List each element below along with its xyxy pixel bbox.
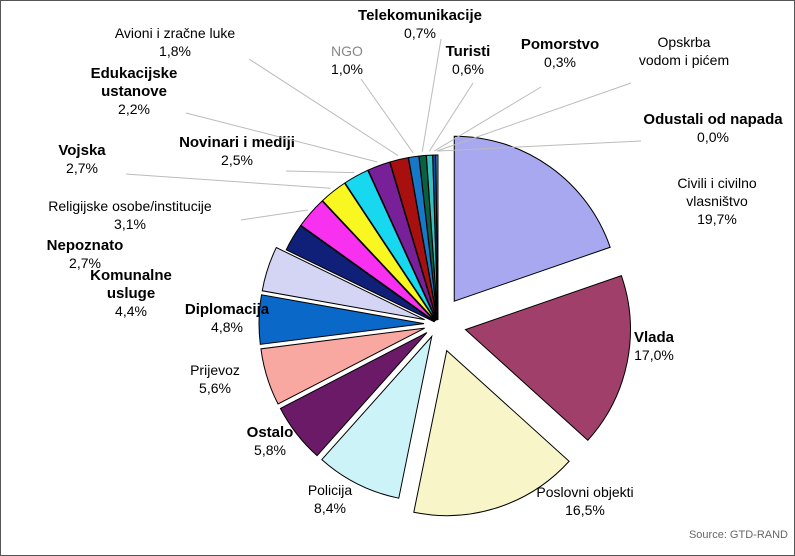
slice-label-pomorstvo: Pomorstvo 0,3% — [521, 36, 599, 70]
leader-line-religijske-osobe-institucije — [240, 209, 308, 221]
leader-line-vojska — [125, 173, 331, 189]
slice-label-novinari-i-mediji: Novinari i mediji 2,5% — [179, 134, 295, 168]
slice-label-religijske-osobe-institucije: Religijske osobe/institucije 3,1% — [48, 198, 212, 232]
slice-value-ostalo: 5,8% — [254, 442, 286, 458]
slice-value-vojska: 2,7% — [66, 160, 98, 176]
slice-label-prijevoz: Prijevoz 5,6% — [190, 362, 240, 396]
leader-line-opskrba-vodom-i-picem — [436, 82, 632, 152]
pie-slice-vlada — [464, 275, 631, 441]
pie-slice-novinari-i-mediji — [344, 169, 437, 321]
slice-label-komunalne-usluge: Komunalne usluge 4,4% — [90, 267, 172, 319]
leader-line-turisti — [428, 82, 474, 152]
slice-value-nepoznato: 2,7% — [69, 255, 101, 271]
slice-value-pomorstvo: 0,3% — [544, 54, 576, 70]
slice-value-religijske-osobe-institucije: 3,1% — [114, 216, 146, 232]
slice-value-telekomunikacije: 0,7% — [404, 25, 436, 41]
pie-slice-edukacijske-ustanove — [367, 161, 438, 321]
leader-line-edukacijske-ustanove — [185, 112, 378, 163]
slice-label-edukacijske-ustanove: Edukacijske ustanove 2,2% — [91, 65, 178, 117]
slice-value-komunalne-usluge: 4,4% — [115, 303, 147, 319]
pie-slice-nepoznato — [285, 225, 435, 323]
pie-slice-vojska — [321, 182, 436, 322]
slice-label-turisti: Turisti 0,6% — [446, 43, 491, 77]
slice-label-civili-i-civilno-vlasnistvo: Civili i civilno vlasništvo 19,7% — [677, 175, 757, 227]
slice-value-novinari-i-mediji: 2,5% — [221, 152, 253, 168]
slice-value-poslovni-objekti: 16,5% — [565, 502, 605, 518]
pie-slice-religijske-osobe-institucije — [300, 200, 436, 322]
slice-label-ostalo: Ostalo 5,8% — [247, 424, 294, 458]
slice-value-civili-i-civilno-vlasnistvo: 19,7% — [697, 211, 737, 227]
leader-line-avioni-i-zracne-luke — [248, 58, 399, 157]
slice-label-avioni-i-zracne-luke: Avioni i zračne luke 1,8% — [115, 25, 236, 59]
leader-line-novinari-i-mediji — [285, 170, 355, 174]
slice-value-diplomacija: 4,8% — [211, 319, 243, 335]
pie-slice-policija — [321, 334, 433, 499]
pie-slice-diplomacija — [258, 294, 425, 345]
slice-value-ngo: 1,0% — [331, 61, 363, 77]
slice-label-nepoznato: Nepoznato 2,7% — [47, 237, 124, 271]
slice-value-vlada: 17,0% — [634, 347, 674, 363]
slice-label-telekomunikacije: Telekomunikacije 0,7% — [358, 7, 482, 41]
pie-slice-komunalne-usluge — [261, 246, 425, 321]
slice-label-policija: Policija 8,4% — [308, 482, 353, 516]
slice-label-diplomacija: Diplomacija 4,8% — [185, 301, 270, 335]
leader-line-ngo — [360, 78, 414, 154]
slice-label-opskrba-vodom-i-picem: Opskrba vodom i pićem — [639, 34, 729, 68]
slice-value-turisti: 0,6% — [452, 61, 484, 77]
slice-value-policija: 8,4% — [314, 500, 346, 516]
leader-line-telekomunikacije — [421, 38, 442, 152]
slice-label-vojska: Vojska 2,7% — [58, 142, 106, 176]
pie-slice-ostalo — [279, 332, 428, 457]
pie-slice-prijevoz — [260, 327, 425, 405]
slice-label-vlada: Vlada 17,0% — [634, 329, 675, 363]
slice-label-poslovni-objekti: Poslovni objekti 16,5% — [536, 484, 633, 518]
pie-slice-poslovni-objekti — [413, 349, 570, 517]
leader-line-odustali-od-napada — [437, 140, 642, 152]
slice-value-avioni-i-zracne-luke: 1,8% — [159, 43, 191, 59]
source-note: Source: GTD-RAND — [688, 529, 788, 541]
slice-value-odustali-od-napada: 0,0% — [697, 129, 729, 145]
pie-slice-opskrba-vodom-i-picem — [435, 154, 439, 321]
slice-label-ngo: NGO 1,0% — [331, 43, 363, 77]
slice-value-prijevoz: 5,6% — [199, 380, 231, 396]
leader-line-pomorstvo — [433, 86, 542, 152]
slice-value-edukacijske-ustanove: 2,2% — [118, 101, 150, 117]
slice-label-odustali-od-napada: Odustali od napada 0,0% — [643, 111, 783, 145]
pie-slice-civili-i-civilno-vlasnistvo — [453, 135, 611, 302]
